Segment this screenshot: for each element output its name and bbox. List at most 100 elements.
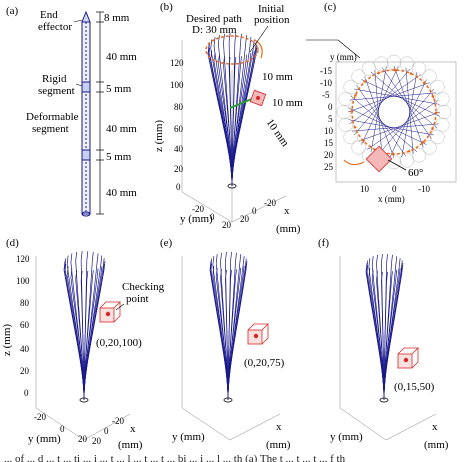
robot-schematic (81, 10, 91, 217)
robot-end-segment (235, 269, 237, 279)
c-outer-circle (373, 56, 389, 71)
dimension-arrows (96, 11, 104, 215)
desired-diameter-label: D: 30 mm (192, 24, 237, 36)
c-xtick-0: 0 (392, 184, 397, 194)
robot-end-segment (223, 33, 225, 43)
robot-end-segment (398, 258, 401, 268)
c-xlabel: x (mm) (378, 194, 405, 204)
rigid-label-1: Rigid (42, 73, 67, 85)
f-xlabel-1: x (432, 421, 438, 433)
dim-40mm-3: 40 mm (106, 187, 137, 199)
c-chord-line (381, 67, 432, 139)
c-chord-line (361, 66, 399, 145)
c-ytick-10: 10 (324, 126, 334, 136)
robot-end-segment (102, 263, 105, 273)
b-ztick-0: 0 (176, 182, 181, 192)
robot-end-segment (395, 256, 398, 266)
robot-base (227, 183, 237, 189)
panel-f-robot-lines (365, 254, 404, 403)
robot-end-segment (86, 270, 89, 280)
robot-end-segment (386, 254, 388, 264)
e-coord: (0,20,75) (244, 357, 285, 369)
panel-d-robot-lines (63, 251, 106, 403)
robot-end-segment (401, 262, 404, 273)
robot-end-segment (240, 56, 242, 66)
c-ytick-15: 15 (324, 138, 334, 148)
robot-end-segment (239, 254, 242, 264)
c-chord-line (401, 72, 418, 158)
d-ytick-0: 0 (60, 424, 65, 434)
c-outer-circle (411, 61, 427, 76)
b-ztick-40: 40 (174, 144, 184, 154)
robot-end-segment (100, 266, 103, 276)
b-ztick-60: 60 (174, 124, 184, 134)
c-path-arrowhead (421, 140, 425, 144)
robot-tendon-line (83, 267, 104, 401)
robot-end-segment (225, 252, 227, 262)
c-target-square (365, 145, 393, 173)
dim-40mm-1: 40 mm (106, 51, 137, 63)
robot-end-segment (230, 269, 232, 279)
c-outer-circle (338, 117, 353, 133)
robot-end-segment (381, 254, 383, 264)
rigid-label-2: segment (38, 85, 75, 97)
c-chord-line (347, 82, 430, 113)
robot-end-segment (80, 251, 83, 261)
panel-a-tag: (a) (6, 5, 19, 17)
robot-end-segment (230, 252, 232, 262)
robot-tendon-line (227, 267, 246, 401)
c-path-arrowhead (431, 95, 435, 99)
c-ytick-5: 5 (328, 114, 333, 124)
robot-end-segment (386, 271, 388, 281)
panel-c: (c) 60° -15 -10 -5 0 5 10 15 20 25 y (mm… (306, 1, 457, 204)
c-angle-label: 60° (408, 167, 423, 179)
robot-end-segment (86, 251, 89, 261)
c-chord-line (352, 123, 439, 132)
robot-end-segment (66, 255, 69, 265)
c-path-arrowhead (353, 93, 357, 97)
panel-b-robot-lines (207, 33, 258, 189)
robot-end-segment (391, 271, 393, 281)
robot-end-segment (249, 52, 252, 62)
green-segment (229, 97, 255, 109)
c-path-arrowhead (394, 68, 397, 72)
c-chord-line (348, 107, 427, 145)
c-path-arrowhead (407, 149, 411, 153)
c-outer-circle (351, 69, 366, 84)
c-chord-line (364, 76, 395, 159)
d-ztick-60: 60 (20, 320, 30, 330)
robot-end-segment (249, 37, 252, 47)
robot-end-segment (209, 260, 212, 271)
robot-tendon-line (231, 51, 256, 187)
e-ylabel: y (mm) (172, 431, 205, 443)
d-ztick-0: 0 (24, 388, 29, 398)
c-xtick-m10: -10 (418, 184, 430, 194)
c-outer-circle (422, 140, 437, 155)
panel-f: (f) y (mm) x (mm) (0,15,50) (318, 237, 449, 451)
path-direction-arrow (254, 39, 263, 59)
b-ztick-100: 100 (170, 80, 184, 90)
robot-end-segment (366, 260, 369, 270)
robot-end-segment (244, 263, 247, 273)
c-ytick-m10: -10 (320, 78, 332, 88)
c-path-arrowhead (431, 127, 435, 131)
robot-end-segment (398, 267, 401, 277)
b-ylabel: y (mm) (180, 213, 213, 225)
c-chord-line (405, 67, 414, 154)
caption-fragment: ... of ... d ... t ... ti ... i ... t ..… (4, 453, 346, 462)
f-coord: (0,15,50) (394, 381, 435, 393)
robot-end-segment (96, 268, 99, 278)
panel-c-top-view-lines (336, 54, 452, 170)
robot-end-segment (376, 254, 378, 264)
c-path-arrowhead (362, 139, 366, 143)
b-ztick-80: 80 (174, 102, 184, 112)
c-chord-line (377, 88, 435, 156)
d-xtick-0: 0 (104, 426, 109, 436)
robot-end-segment (245, 35, 247, 45)
c-ytick-0: 0 (328, 102, 333, 112)
robot-end-segment (368, 258, 371, 268)
f-xlabel-2: (mm) (424, 439, 449, 451)
c-chord-line (349, 74, 421, 125)
dim-5mm-2: 5 mm (106, 151, 132, 163)
b-ztick-120: 120 (170, 58, 184, 68)
